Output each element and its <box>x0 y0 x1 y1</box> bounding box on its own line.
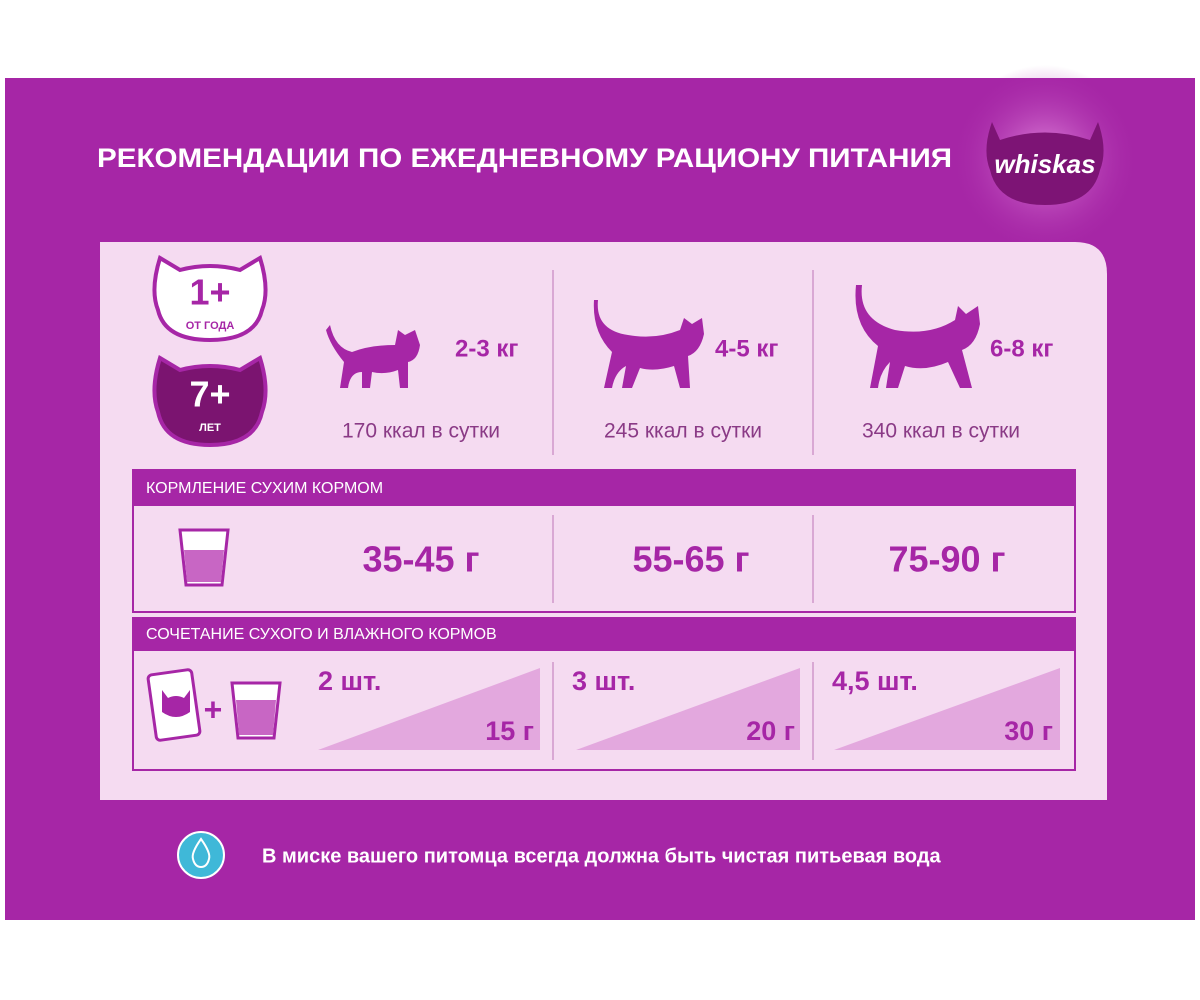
brand: whiskas <box>994 149 1095 179</box>
mixed-dry: 20 г <box>746 716 795 746</box>
pouches: 3 шт. <box>572 666 635 696</box>
badge-big: 7+ <box>189 374 230 415</box>
cat-large <box>855 285 980 388</box>
calories: 170 ккал в сутки <box>342 420 500 443</box>
badge-big: 1+ <box>189 272 230 313</box>
dry-amount: 55-65 г <box>632 539 749 580</box>
weight: 4-5 кг <box>715 335 778 362</box>
badge-small: ОТ ГОДА <box>186 320 235 332</box>
weight: 6-8 кг <box>990 335 1053 362</box>
dry-cup-icon <box>178 528 230 587</box>
pouch-icon <box>146 668 202 742</box>
dry-label: КОРМЛЕНИЕ СУХИМ КОРМОМ <box>146 480 383 497</box>
mixed-label: СОЧЕТАНИЕ СУХОГО И ВЛАЖНОГО КОРМОВ <box>146 626 497 643</box>
title: РЕКОМЕНДАЦИИ ПО ЕЖЕДНЕВНОМУ РАЦИОНУ ПИТА… <box>97 143 952 173</box>
dry-band <box>133 470 1075 506</box>
calories: 245 ккал в сутки <box>604 420 762 443</box>
plus: + <box>204 691 223 727</box>
wedge <box>318 668 540 750</box>
panel <box>100 242 1107 800</box>
pouches: 2 шт. <box>318 666 381 696</box>
mixed-band <box>133 618 1075 651</box>
note: В миске вашего питомца всегда должна быт… <box>262 845 942 867</box>
dry-amount: 75-90 г <box>888 539 1005 580</box>
pouches: 4,5 шт. <box>832 666 918 696</box>
badge-adult <box>152 254 268 343</box>
badge-senior <box>152 354 268 448</box>
water-icon <box>177 831 225 879</box>
wedge <box>576 668 800 750</box>
badge-small: ЛЕТ <box>199 422 221 434</box>
wedge <box>834 668 1060 750</box>
dry-cup-icon <box>230 681 282 740</box>
dry-amount: 35-45 г <box>362 539 479 580</box>
mixed-dry: 15 г <box>485 716 534 746</box>
cat-small <box>326 325 420 388</box>
mixed-dry: 30 г <box>1004 716 1053 746</box>
logo-head <box>986 122 1104 205</box>
calories: 340 ккал в сутки <box>862 420 1020 443</box>
cat-medium <box>593 300 704 388</box>
weight: 2-3 кг <box>455 335 518 362</box>
